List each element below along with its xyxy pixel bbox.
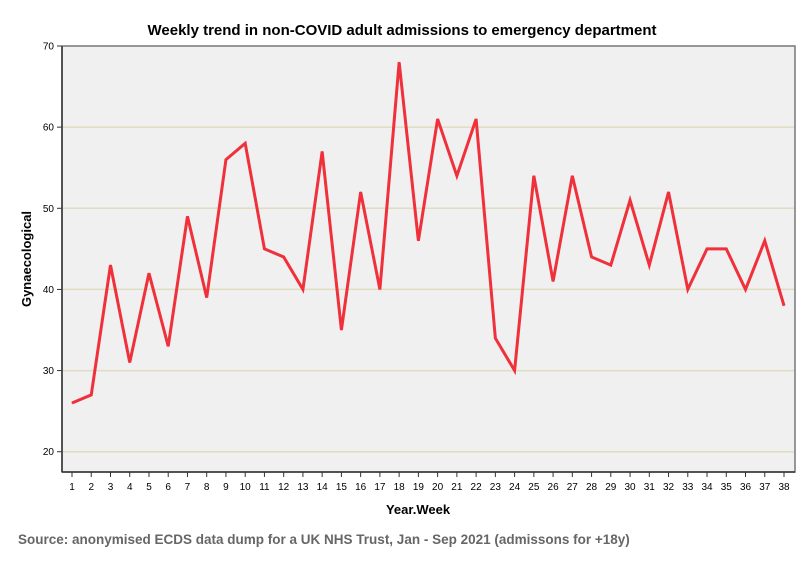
x-tick-label: 15 xyxy=(336,482,348,493)
x-tick-label: 3 xyxy=(108,482,114,493)
source-note: Source: anonymised ECDS data dump for a … xyxy=(18,532,630,547)
x-tick-label: 38 xyxy=(778,482,790,493)
y-tick-label: 50 xyxy=(43,204,55,215)
line-chart: Weekly trend in non-COVID adult admissio… xyxy=(19,22,796,517)
x-tick-label: 8 xyxy=(204,482,210,493)
x-tick-label: 20 xyxy=(432,482,444,493)
data-point xyxy=(109,264,111,266)
data-point xyxy=(225,159,227,161)
x-tick-label: 28 xyxy=(586,482,598,493)
data-point xyxy=(745,288,747,290)
data-point xyxy=(764,240,766,242)
data-point xyxy=(494,337,496,339)
data-point xyxy=(71,402,73,404)
x-tick-label: 22 xyxy=(471,482,483,493)
data-point xyxy=(206,297,208,299)
x-tick-label: 6 xyxy=(165,482,171,493)
x-tick-label: 2 xyxy=(88,482,94,493)
x-tick-label: 36 xyxy=(740,482,752,493)
data-point xyxy=(340,329,342,331)
data-point xyxy=(648,264,650,266)
x-tick-label: 29 xyxy=(605,482,617,493)
x-tick-label: 19 xyxy=(413,482,425,493)
x-tick-label: 35 xyxy=(721,482,733,493)
x-tick-label: 10 xyxy=(240,482,252,493)
chart-title: Weekly trend in non-COVID adult admissio… xyxy=(148,22,657,39)
data-point xyxy=(456,175,458,177)
x-tick-label: 37 xyxy=(759,482,771,493)
x-tick-label: 34 xyxy=(701,482,713,493)
y-tick-label: 20 xyxy=(43,447,55,458)
data-point xyxy=(148,272,150,274)
data-point xyxy=(475,118,477,120)
x-tick-label: 27 xyxy=(567,482,579,493)
y-tick-label: 60 xyxy=(43,123,55,134)
x-tick-label: 17 xyxy=(374,482,386,493)
data-point xyxy=(552,280,554,282)
x-tick-label: 9 xyxy=(223,482,229,493)
x-tick-label: 21 xyxy=(451,482,463,493)
data-point xyxy=(186,215,188,217)
x-tick-label: 11 xyxy=(259,482,270,493)
data-point xyxy=(283,256,285,258)
data-point xyxy=(263,248,265,250)
data-point xyxy=(90,394,92,396)
plot-area xyxy=(62,46,795,472)
data-point xyxy=(571,175,573,177)
x-tick-label: 14 xyxy=(317,482,329,493)
data-point xyxy=(360,191,362,193)
x-tick-label: 31 xyxy=(644,482,656,493)
data-point xyxy=(591,256,593,258)
y-tick-label: 70 xyxy=(43,42,55,53)
x-tick-label: 16 xyxy=(355,482,367,493)
x-tick-label: 23 xyxy=(490,482,502,493)
x-tick-label: 30 xyxy=(624,482,636,493)
data-point xyxy=(398,61,400,63)
y-tick-label: 40 xyxy=(43,285,55,296)
data-point xyxy=(417,240,419,242)
data-point xyxy=(379,288,381,290)
x-axis-label: Year.Week xyxy=(386,502,451,517)
x-tick-label: 25 xyxy=(528,482,540,493)
x-tick-label: 26 xyxy=(548,482,560,493)
data-point xyxy=(302,288,304,290)
data-point xyxy=(167,345,169,347)
data-point xyxy=(706,248,708,250)
data-point xyxy=(668,191,670,193)
series-line-gynaecological xyxy=(71,62,786,405)
data-point xyxy=(629,199,631,201)
x-tick-label: 13 xyxy=(297,482,309,493)
y-tick-label: 30 xyxy=(43,366,55,377)
x-tick-label: 33 xyxy=(682,482,694,493)
x-tick-label: 7 xyxy=(185,482,191,493)
x-tick-label: 12 xyxy=(278,482,290,493)
data-point xyxy=(437,118,439,120)
x-tick-label: 1 xyxy=(69,482,75,493)
x-tick-label: 24 xyxy=(509,482,521,493)
x-tick-label: 5 xyxy=(146,482,152,493)
data-point xyxy=(129,361,131,363)
data-point xyxy=(321,150,323,152)
data-point xyxy=(244,142,246,144)
data-point xyxy=(783,305,785,307)
data-point xyxy=(533,175,535,177)
data-point xyxy=(610,264,612,266)
data-point xyxy=(514,370,516,372)
data-point xyxy=(725,248,727,250)
data-point xyxy=(687,288,689,290)
y-axis-label: Gynaecological xyxy=(19,211,34,307)
x-tick-label: 32 xyxy=(663,482,675,493)
x-tick-label: 4 xyxy=(127,482,133,493)
x-tick-label: 18 xyxy=(394,482,406,493)
